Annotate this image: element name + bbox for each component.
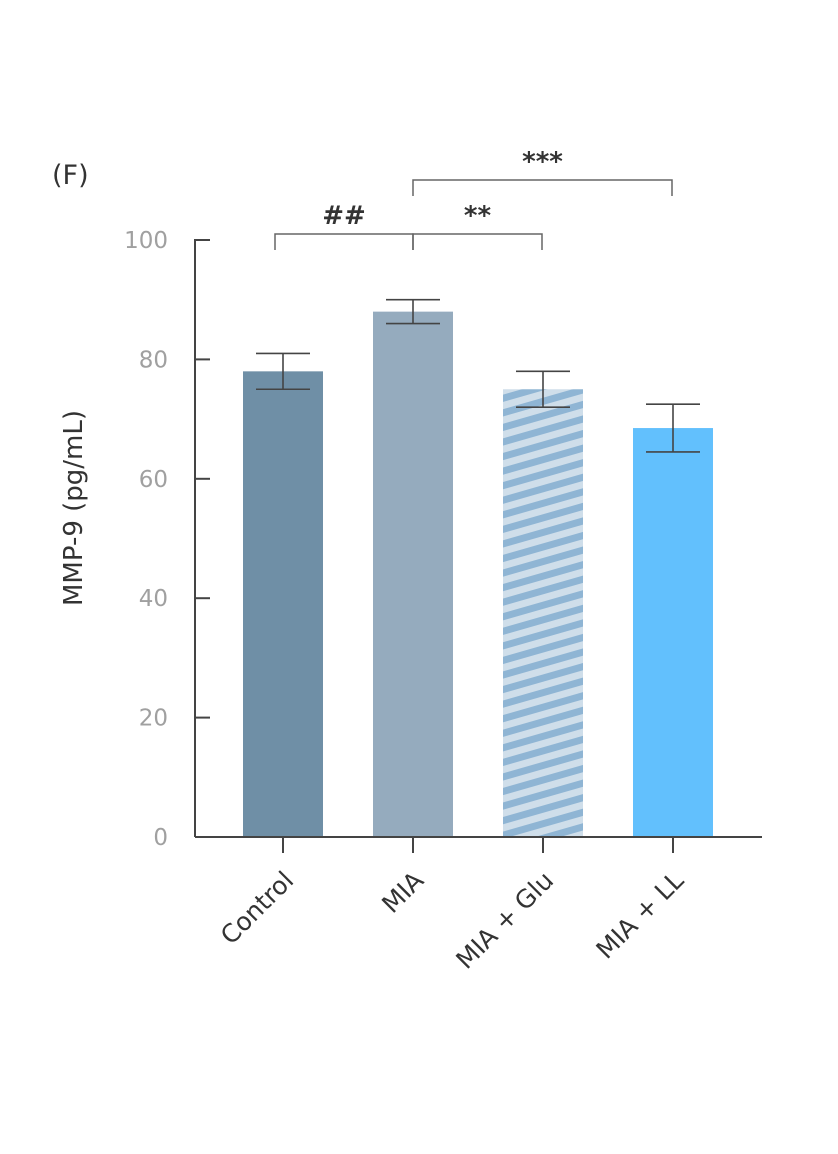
x-axis: Control MIA MIA + Glu MIA + LL <box>195 836 762 975</box>
error-bar <box>386 298 440 325</box>
bracket-line <box>274 233 414 250</box>
significance-label: *** <box>522 147 563 177</box>
y-tick-label: 40 <box>139 586 168 612</box>
error-bars <box>256 298 700 453</box>
significance-label: ** <box>464 201 492 231</box>
error-bar <box>646 403 700 453</box>
error-bar <box>256 352 310 391</box>
bars <box>243 311 713 837</box>
x-tick-label: Control <box>215 866 299 950</box>
y-tick-label: 20 <box>139 706 168 732</box>
significance-bracket: ## <box>274 201 414 250</box>
bar-mia <box>373 311 453 837</box>
significance-bracket: ** <box>412 201 543 250</box>
significance-label: ## <box>322 201 366 231</box>
bracket-line <box>412 179 673 196</box>
y-axis: 0 20 40 60 80 100 <box>124 228 210 851</box>
y-tick-label: 80 <box>139 347 168 373</box>
bar-control <box>243 371 323 837</box>
y-tick-label: 0 <box>153 825 168 851</box>
bar-mia-glu <box>503 389 583 837</box>
error-bar <box>516 370 570 408</box>
x-tick-label: MIA <box>376 866 429 919</box>
significance-brackets: ## ***** <box>274 147 673 250</box>
panel-label: (F) <box>52 160 89 191</box>
x-tick-label: MIA + Glu <box>450 866 559 975</box>
bar-mia-ll <box>633 428 713 837</box>
y-axis-label: MMP-9 (pg/mL) <box>59 410 89 606</box>
y-tick-label: 60 <box>139 467 168 493</box>
bracket-line <box>412 233 543 250</box>
significance-bracket: *** <box>412 147 673 196</box>
x-tick-label: MIA + LL <box>590 866 689 965</box>
y-tick-label: 100 <box>124 228 168 254</box>
